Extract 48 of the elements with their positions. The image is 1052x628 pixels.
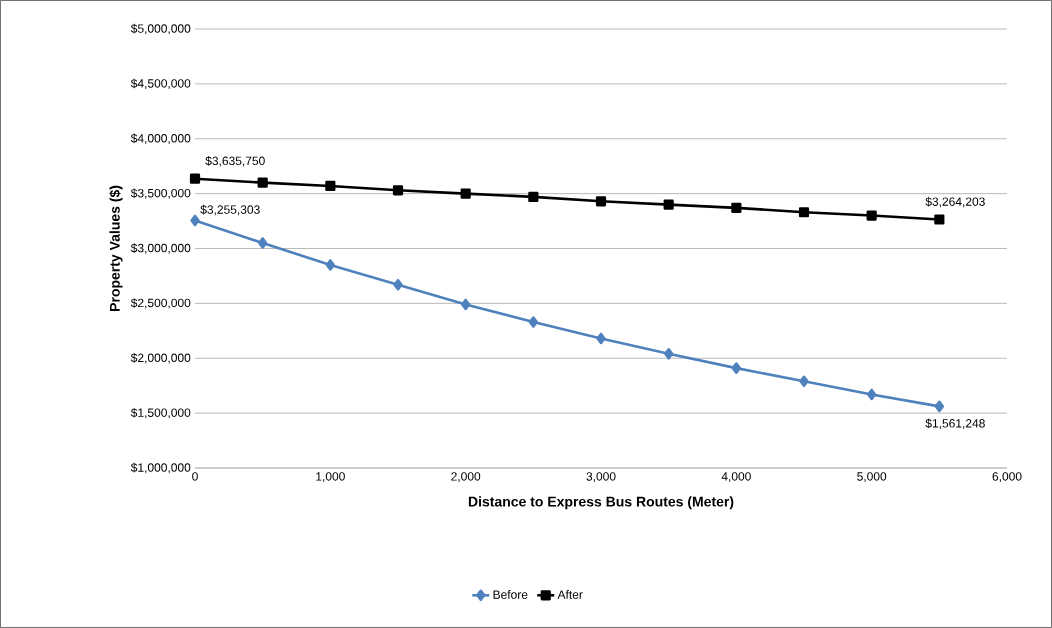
y-tick-label: $3,000,000 (130, 243, 191, 254)
point (258, 237, 268, 249)
point (528, 191, 539, 203)
point (460, 188, 471, 199)
point (731, 362, 742, 374)
point (461, 298, 471, 311)
data-label: $3,255,303 (200, 204, 260, 216)
x-tick-label: 3,000 (586, 472, 616, 483)
y-tick-label: $3,500,000 (130, 188, 191, 199)
point (664, 348, 674, 360)
point (190, 214, 200, 227)
x-axis-title: Distance to Express Bus Routes (Meter) (468, 496, 734, 510)
x-tick-label: 5,000 (857, 472, 887, 483)
point (325, 259, 336, 271)
point (731, 202, 742, 213)
point (189, 173, 201, 184)
y-tick-label: $5,000,000 (130, 23, 191, 35)
y-tick-label: $1,000,000 (130, 462, 191, 474)
y-tick-label: $2,500,000 (130, 298, 191, 309)
x-tick-label: 1,000 (316, 472, 345, 483)
y-tick-label: $2,000,000 (130, 353, 191, 364)
point (799, 375, 809, 388)
point (392, 185, 404, 196)
y-tick-label: $1,500,000 (130, 407, 191, 419)
x-tick-label: 6,000 (992, 472, 1022, 483)
point (257, 177, 268, 188)
data-label: $3,635,750 (205, 156, 265, 167)
point (866, 210, 877, 221)
data-label: $1,561,248 (925, 418, 985, 429)
data-label: $3,264,203 (925, 196, 985, 208)
point (595, 196, 607, 207)
point (393, 278, 403, 291)
y-tick-label: $4,000,000 (130, 133, 191, 144)
point (798, 207, 810, 218)
x-tick-label: 4,000 (721, 472, 751, 483)
point (934, 400, 945, 413)
point (663, 199, 674, 210)
point (934, 214, 945, 225)
x-tick-label: 2,000 (451, 472, 481, 483)
point (528, 316, 539, 328)
point (325, 180, 336, 192)
legend-label: After (557, 590, 583, 599)
y-axis-title: Property Values ($) (109, 185, 123, 311)
point (867, 388, 877, 401)
x-tick-label: 0 (192, 472, 198, 481)
legend-label: Before (493, 590, 528, 599)
point (596, 332, 606, 345)
y-tick-label: $4,500,000 (130, 78, 191, 90)
